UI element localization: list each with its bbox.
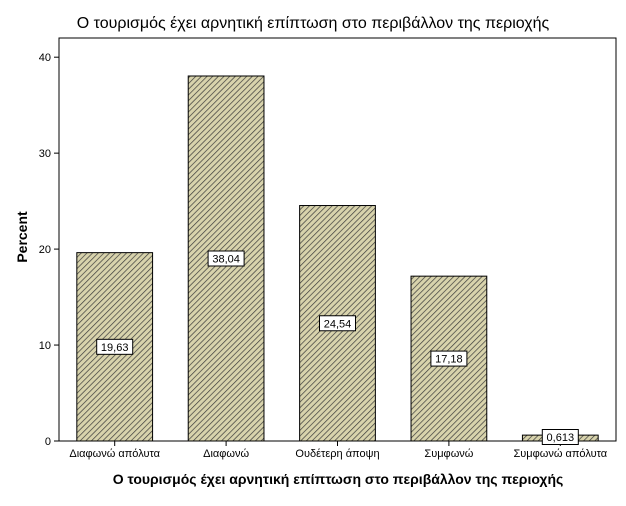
data-label: 19,63 xyxy=(101,342,129,354)
y-tick-label: 40 xyxy=(39,52,51,64)
data-label: 17,18 xyxy=(435,354,463,366)
data-label: 24,54 xyxy=(324,318,352,330)
x-tick-label: Συμφωνώ απόλυτα xyxy=(513,448,607,460)
y-tick-label: 0 xyxy=(45,436,51,448)
x-axis-label: Ο τουρισμός έχει αρνητική επίπτωση στο π… xyxy=(113,471,564,487)
y-tick-label: 30 xyxy=(39,148,51,160)
x-tick-label: Διαφωνώ xyxy=(203,448,249,460)
data-label: 38,04 xyxy=(212,253,240,265)
chart-title: Ο τουρισμός έχει αρνητική επίπτωση στο π… xyxy=(77,15,550,32)
data-label-box xyxy=(207,250,245,267)
data-label-box xyxy=(96,338,134,355)
y-axis-label: Percent xyxy=(14,211,30,263)
plot-area: 0 10 20 30 40 Διαφωνώ απόλυτα 19,63 Διαφωνώ 38,0… xyxy=(39,37,617,460)
x-tick-label: Ουδέτερη άποψη xyxy=(295,448,379,460)
y-tick-label: 10 xyxy=(39,340,51,352)
data-label-box xyxy=(430,350,468,367)
data-label: 0,613 xyxy=(547,432,575,444)
x-tick-label: Συμφωνώ xyxy=(424,448,473,460)
y-tick-label: 20 xyxy=(39,244,51,256)
data-label-box xyxy=(541,429,579,445)
x-tick-label: Διαφωνώ απόλυτα xyxy=(69,448,160,460)
data-label-box xyxy=(319,315,356,332)
